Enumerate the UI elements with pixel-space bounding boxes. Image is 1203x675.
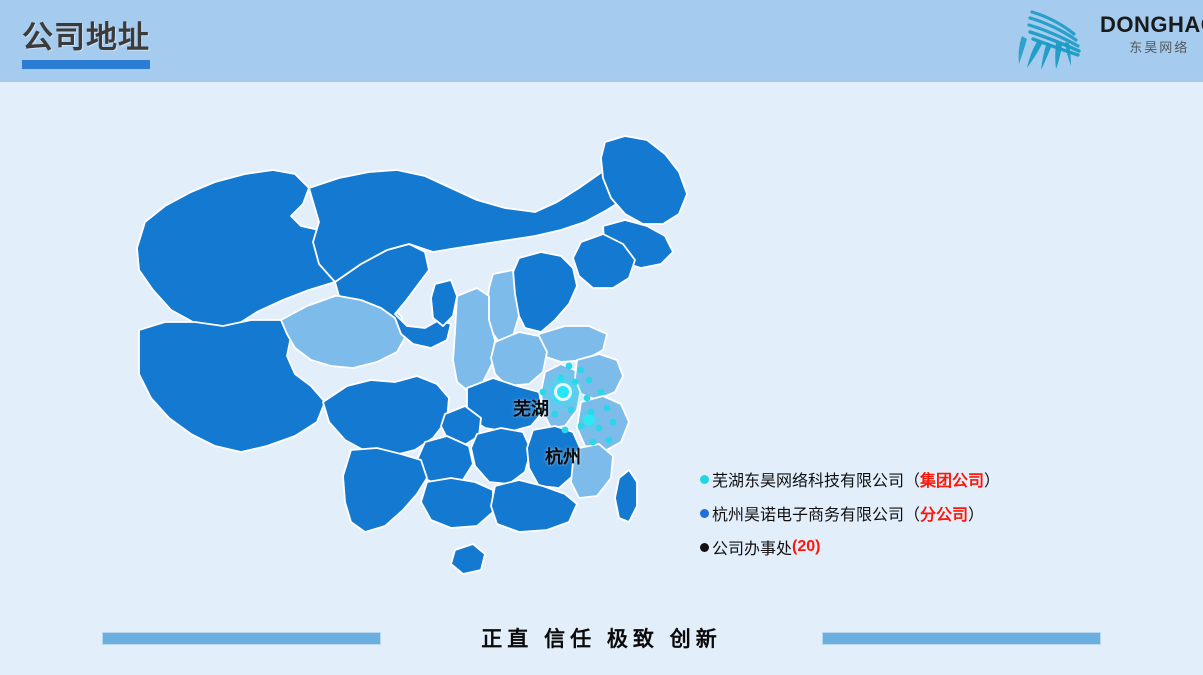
- province-chongqing[interactable]: [440, 405, 482, 447]
- province-shaanxi[interactable]: [452, 287, 496, 393]
- province-liaoning[interactable]: [572, 233, 636, 289]
- province-hainan[interactable]: [450, 543, 486, 575]
- legend-paren-open-2: （: [904, 507, 921, 524]
- footer-slogan: 正直 信任 极致 创新: [481, 628, 722, 651]
- header-band: 公司地址 DO: [0, 0, 1203, 82]
- map-label-wuhu: 芜湖: [513, 399, 549, 419]
- province-taiwan[interactable]: [614, 469, 638, 523]
- page-title-wrap: 公司地址: [22, 18, 150, 69]
- footer-bar-left: [102, 632, 381, 645]
- legend-bullet-cyan-icon: [700, 474, 709, 484]
- legend-bullet-blue-icon: [700, 508, 709, 518]
- page-title: 公司地址: [22, 20, 150, 55]
- footer-bar-right: [822, 632, 1101, 645]
- province-ningxia[interactable]: [430, 279, 458, 327]
- province-yunnan[interactable]: [342, 447, 428, 533]
- legend-item-offices[interactable]: 公司办事处 (20): [700, 530, 1120, 564]
- legend-highlight-2: 分公司: [920, 507, 969, 524]
- province-heilongjiang[interactable]: [600, 135, 688, 225]
- legend-bullet-black-icon: [700, 542, 709, 552]
- province-hunan[interactable]: [470, 427, 532, 485]
- legend-highlight-1: 集团公司: [920, 473, 985, 490]
- title-underline: [22, 60, 150, 69]
- brand-logo: DONGHAO 东昊网络: [1008, 4, 1203, 76]
- province-fujian[interactable]: [570, 443, 614, 499]
- fan-feather-icon: [1018, 10, 1081, 70]
- legend-label-3: 公司办事处: [712, 541, 793, 558]
- province-henan[interactable]: [490, 331, 548, 387]
- china-map-container[interactable]: 芜湖 杭州: [95, 130, 715, 610]
- legend-label-2: 杭州昊诺电子商务有限公司: [712, 507, 905, 524]
- legend-paren-open-1: （: [904, 473, 921, 490]
- province-gansu[interactable]: [334, 243, 452, 349]
- map-label-hangzhou: 杭州: [545, 447, 581, 467]
- province-guangdong[interactable]: [490, 479, 578, 533]
- logo-name: DONGHAO: [1100, 12, 1203, 37]
- legend-paren-close-1: ）: [984, 473, 1001, 490]
- legend-item-group-company[interactable]: 芜湖东昊网络科技有限公司 （ 集团公司 ）: [700, 462, 1120, 496]
- legend-paren-close-2: ）: [968, 507, 985, 524]
- legend-list: 芜湖东昊网络科技有限公司 （ 集团公司 ） 杭州昊诺电子商务有限公司 （ 分公司…: [700, 462, 1120, 564]
- logo-text-block: DONGHAO 东昊网络: [1100, 13, 1203, 57]
- logo-subtitle: 东昊网络: [1129, 40, 1190, 55]
- legend-item-branch-company[interactable]: 杭州昊诺电子商务有限公司 （ 分公司 ）: [700, 496, 1120, 530]
- hangzhou-branch-marker[interactable]: [579, 410, 599, 430]
- province-hebei[interactable]: [512, 251, 578, 333]
- legend-highlight-3: (20): [792, 538, 821, 555]
- legend-label-1: 芜湖东昊网络科技有限公司: [712, 473, 905, 490]
- province-guangxi[interactable]: [420, 477, 494, 529]
- wuhu-headquarters-marker[interactable]: [543, 372, 583, 412]
- china-map-svg[interactable]: [95, 130, 715, 610]
